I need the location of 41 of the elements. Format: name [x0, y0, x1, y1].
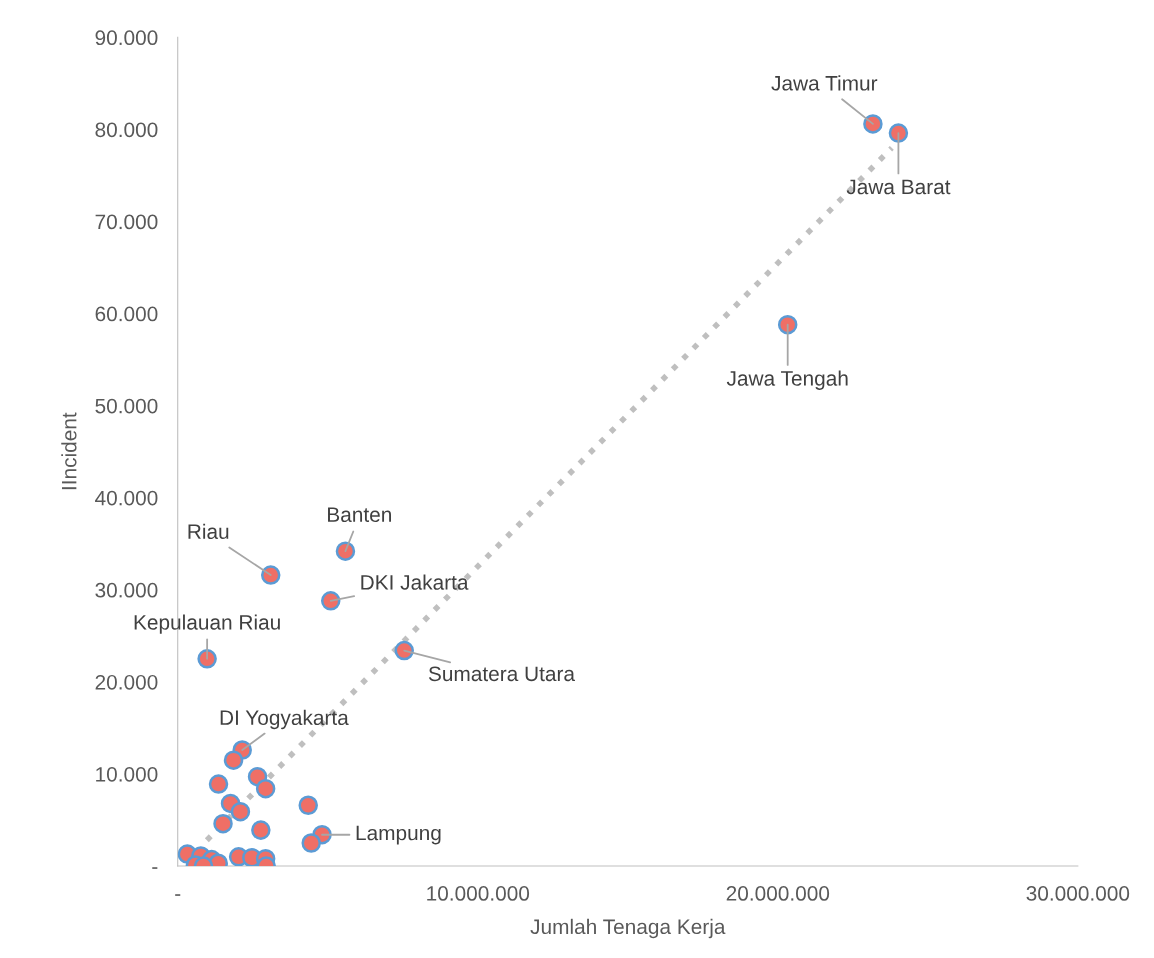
point: [223, 750, 244, 770]
y-tick-label: 40.000: [95, 490, 158, 506]
point: [255, 778, 276, 799]
point: [197, 649, 217, 669]
annotation: Kepulauan Riau: [134, 614, 280, 634]
point: [251, 820, 271, 840]
annotation: Lampung: [356, 825, 441, 845]
point: [298, 795, 318, 816]
y-tick-label: 30.000: [95, 582, 158, 598]
x-axis-title: Jumlah Tenaga Kerja: [530, 918, 726, 939]
annotation: Jawa Timur: [771, 75, 878, 91]
annotation: Sumatera Utara: [428, 666, 575, 682]
y-axis-title: IIncident: [61, 412, 77, 490]
y-tick-label: 60.000: [95, 306, 158, 322]
annotation: DKI Jakarta: [361, 574, 469, 590]
annotation: Jawa Barat: [846, 179, 951, 195]
y-tick-label: -: [152, 867, 158, 869]
point: [335, 541, 356, 561]
point: [213, 813, 233, 834]
y-tick-label: 70.000: [95, 214, 158, 230]
annotation: Banten: [328, 507, 391, 523]
x-tick-label: 30.000.000: [1026, 886, 1130, 901]
annotation: Riau: [188, 523, 229, 539]
point: [777, 314, 798, 335]
point: [208, 774, 229, 794]
x-tick-label: 20.000.000: [726, 886, 830, 901]
point: [888, 123, 909, 143]
point: [230, 801, 251, 822]
y-tick-label: 80.000: [95, 122, 158, 138]
y-tick-label: 90.000: [95, 30, 158, 46]
annotation: DI Yogyakarta: [220, 709, 349, 730]
point: [301, 833, 321, 853]
annotation: Jawa Tengah: [726, 370, 848, 390]
y-tick-label: 50.000: [95, 398, 158, 414]
y-tick-label: 10.000: [96, 766, 158, 782]
point: [394, 640, 414, 661]
point: [260, 565, 281, 585]
point: [320, 591, 341, 611]
point: [863, 114, 883, 134]
x-tick-label: 10.000.000: [427, 886, 530, 901]
y-tick-label: 20.000: [95, 674, 158, 690]
